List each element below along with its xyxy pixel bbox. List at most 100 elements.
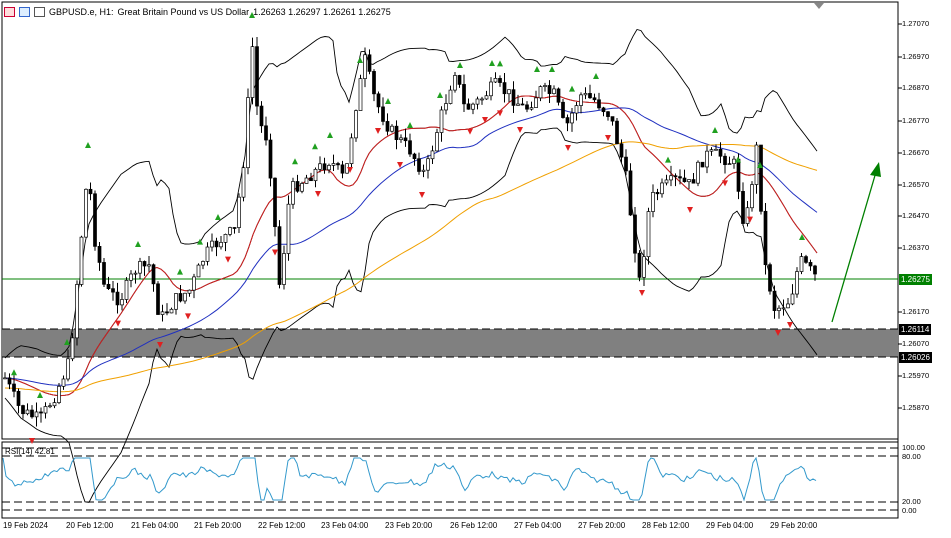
bollinger-bands [4,28,818,503]
buy-signal-arrow [37,392,43,398]
candle-body [214,240,219,248]
candle-body [322,163,327,171]
candle-body [718,148,723,157]
candle-body [781,307,786,310]
candle-body [291,181,295,205]
candle-body [426,158,430,171]
candle-body [210,240,214,248]
candle-body [354,110,358,139]
time-label: 29 Feb 20:00 [770,521,818,530]
candle-body [543,85,547,87]
bollinger-upper [4,28,818,359]
candle-body [372,71,376,95]
buy-signal-arrow [497,60,503,67]
candle-body [102,262,106,285]
buy-signal-arrow [712,127,718,133]
candle-body [430,150,435,160]
time-label: 19 Feb 2024 [3,521,48,530]
buy-signal-arrow [197,238,203,245]
candle-body [633,214,637,254]
price-label: 1.26670 [902,148,930,157]
candle-body [619,143,624,158]
chart-shift-marker[interactable] [814,3,824,9]
buy-signal-arrow [135,241,141,247]
candle-body [205,246,210,262]
buy-signal-arrow [457,62,463,68]
candle-body [48,405,52,408]
buy-signal-arrow [407,122,413,128]
candle-body [790,293,795,305]
current-price-tag: 1.26275 [899,274,932,285]
candle-body [336,163,340,166]
candle-body [111,288,115,293]
candle-body [714,148,718,151]
buy-signal-arrow [177,268,183,275]
candle-body [39,411,43,414]
sell-signal-arrow [185,313,191,320]
candle-body [709,149,714,152]
candle-body [592,97,597,101]
time-label: 20 Feb 12:00 [66,521,114,530]
candle-body [466,103,471,110]
chart-menu-icon[interactable] [4,7,15,17]
candle-body [808,262,813,267]
candle-body [399,137,403,140]
price-label: 1.27070 [902,19,930,28]
candle-body [768,264,772,292]
sell-signal-arrow [315,191,321,197]
price-label: 1.25870 [902,403,930,412]
buy-signal-arrow [312,143,318,150]
sell-signal-arrow [565,145,571,151]
chart-type-icon[interactable] [19,7,30,17]
candle-body [97,246,102,263]
candle-body [462,84,466,105]
candle-body [313,168,318,182]
candle-body [124,279,129,300]
indicator-list-icon[interactable] [34,7,45,17]
candle-body [732,158,736,165]
candle-body [673,175,678,178]
candle-body [79,236,84,285]
candle-body [327,165,331,171]
candle-body [3,377,7,380]
candle-body [624,156,628,172]
candle-body [178,293,183,302]
candle-body [606,111,610,117]
buy-signal-arrow [85,142,91,148]
candle-body [318,163,322,170]
candle-body [597,99,601,109]
candle-body [565,117,570,124]
price-label: 1.26970 [902,52,930,61]
sell-signal-arrow [115,320,121,327]
rsi-scale-label: 80.00 [902,452,921,461]
bollinger-lower [4,127,818,503]
candle-body [475,98,480,105]
sell-signal-arrow [775,330,781,336]
buy-signal-arrow [549,66,555,72]
candle-body [25,409,30,415]
candle-body [646,211,651,258]
candle-body [88,188,93,195]
buy-signal-arrow [11,369,17,376]
candle-body [16,390,21,406]
candle-body [552,88,556,94]
candle-body [57,385,61,403]
candle-body [232,227,237,229]
time-label: 27 Feb 04:00 [514,521,562,530]
candle-body [93,193,97,247]
time-label: 21 Feb 04:00 [131,521,179,530]
candle-body [763,210,768,266]
candle-body [381,106,385,122]
candle-body [750,184,754,209]
candle-body [246,97,250,169]
candle-body [295,181,300,192]
ma-orange-line [4,141,818,393]
candle-body [115,291,120,306]
candle-body [75,284,79,339]
rsi-scale-label: 100.00 [902,443,925,452]
ma-red-line [4,95,818,397]
candle-body [772,290,777,311]
candle-body [696,161,700,184]
sell-signal-arrow [497,110,503,117]
